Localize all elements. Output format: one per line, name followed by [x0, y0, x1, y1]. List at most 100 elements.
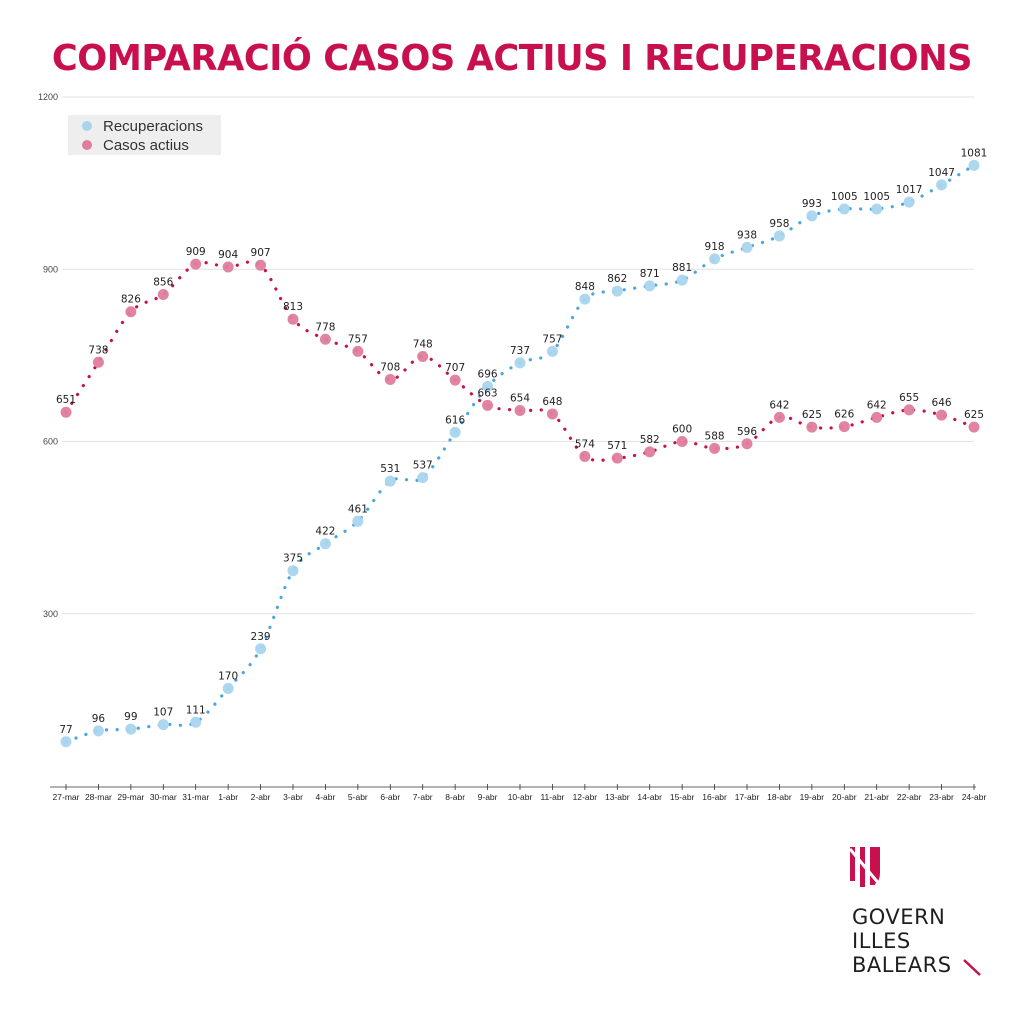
x-axis: 27-mar 28-mar 29-mar 30-mar 31-mar 1-abr 2-abr… [50, 784, 986, 802]
legend-marker-casos-actius [82, 140, 92, 150]
data-label-casos-actius: 588 [705, 430, 725, 442]
data-point-recuperacions [352, 515, 364, 527]
data-label-casos-actius: 748 [413, 339, 433, 351]
data-point-casos-actius [60, 406, 72, 418]
data-point-casos-actius [352, 345, 364, 357]
data-label-casos-actius: 856 [153, 277, 173, 289]
data-point-casos-actius [676, 436, 688, 447]
data-label-casos-actius: 625 [964, 409, 984, 421]
data-point-casos-actius [482, 399, 494, 411]
data-label-recuperacions: 696 [478, 368, 498, 380]
series-casos-actius [60, 258, 980, 464]
data-label-recuperacions: 537 [413, 460, 433, 472]
data-point-casos-actius [287, 313, 299, 325]
x-tick-label: 5-abr [348, 792, 368, 802]
data-point-recuperacions [968, 159, 980, 171]
data-label-recuperacions: 531 [380, 463, 400, 475]
data-label-recuperacions: 958 [769, 218, 789, 230]
data-point-casos-actius [806, 421, 818, 433]
data-label-recuperacions: 99 [124, 711, 137, 723]
x-tick-label: 2-abr [251, 792, 271, 802]
y-axis: 300 600 900 1200 [38, 92, 58, 619]
data-label-recuperacions: 918 [705, 241, 725, 253]
x-tick-label: 16-abr [702, 792, 727, 802]
data-label-casos-actius: 757 [348, 333, 368, 345]
data-point-recuperacions [60, 736, 72, 748]
x-tick-label: 14-abr [637, 792, 662, 802]
data-point-recuperacions [579, 293, 591, 305]
data-point-casos-actius [384, 373, 396, 385]
x-tick-label: 19-abr [800, 792, 825, 802]
x-tick-label: 23-abr [929, 792, 954, 802]
y-tick-label: 600 [43, 437, 58, 447]
data-label-recuperacions: 1017 [896, 184, 923, 196]
chart-title: COMPARACIÓ CASOS ACTIUS I RECUPERACIONS [51, 38, 973, 79]
data-label-casos-actius: 600 [672, 424, 692, 436]
x-tick-label: 27-mar [53, 792, 80, 802]
data-point-recuperacions [741, 241, 753, 253]
x-tick-label: 12-abr [573, 792, 598, 802]
data-point-casos-actius [838, 421, 850, 433]
x-tick-label: 20-abr [832, 792, 857, 802]
y-tick-label: 1200 [38, 92, 58, 102]
data-point-casos-actius [125, 306, 137, 318]
x-tick-label: 8-abr [445, 792, 465, 802]
x-tick-label: 30-mar [150, 792, 177, 802]
data-label-recuperacions: 616 [445, 414, 465, 426]
x-tick-label: 21-abr [864, 792, 889, 802]
data-point-recuperacions [611, 285, 623, 297]
data-point-casos-actius [936, 409, 948, 421]
data-label-recuperacions: 170 [218, 670, 238, 682]
data-label-casos-actius: 625 [802, 409, 822, 421]
data-label-casos-actius: 654 [510, 392, 530, 404]
x-tick-label: 18-abr [767, 792, 792, 802]
logo-line-illes: ILLES [852, 929, 911, 953]
data-label-casos-actius: 571 [607, 440, 627, 452]
data-point-recuperacions [871, 203, 883, 215]
legend-marker-recuperacions [82, 121, 92, 131]
data-point-recuperacions [449, 426, 461, 438]
data-label-recuperacions: 107 [153, 707, 173, 719]
x-tick-label: 10-abr [508, 792, 533, 802]
data-label-recuperacions: 1047 [928, 167, 955, 179]
data-label-casos-actius: 813 [283, 301, 303, 313]
data-point-recuperacions [319, 538, 331, 550]
data-point-casos-actius [190, 258, 202, 270]
data-label-casos-actius: 904 [218, 249, 238, 261]
data-point-casos-actius [741, 438, 753, 450]
data-label-recuperacions: 422 [315, 526, 335, 538]
data-label-recuperacions: 1005 [831, 191, 858, 203]
data-label-casos-actius: 778 [315, 321, 335, 333]
data-point-recuperacions [546, 345, 558, 357]
x-tick-label: 4-abr [316, 792, 336, 802]
data-point-casos-actius [644, 446, 656, 458]
data-label-casos-actius: 738 [88, 344, 108, 356]
data-label-casos-actius: 707 [445, 362, 465, 374]
data-label-casos-actius: 651 [56, 394, 76, 406]
x-tick-label: 6-abr [380, 792, 400, 802]
data-point-casos-actius [871, 411, 883, 423]
data-point-casos-actius [157, 289, 169, 301]
data-point-recuperacions [92, 725, 104, 737]
data-point-casos-actius [449, 374, 461, 386]
data-point-recuperacions [125, 723, 137, 735]
data-label-casos-actius: 708 [380, 361, 400, 373]
data-point-recuperacions [903, 196, 915, 208]
x-tick-label: 22-abr [897, 792, 922, 802]
data-point-recuperacions [482, 380, 494, 392]
data-point-casos-actius [611, 452, 623, 464]
data-point-casos-actius [773, 411, 785, 423]
data-label-recuperacions: 375 [283, 553, 303, 565]
data-label-recuperacions: 862 [607, 273, 627, 285]
data-point-recuperacions [157, 719, 169, 731]
x-tick-label: 7-abr [413, 792, 433, 802]
grid-lines [62, 96, 974, 615]
line-chart: 300 600 900 1200 27-mar 28-mar 29-mar 30-mar 31… [38, 92, 987, 802]
data-label-recuperacions: 993 [802, 198, 822, 210]
series-group [60, 159, 980, 748]
data-label-casos-actius: 826 [121, 294, 141, 306]
legend-label-casos-actius: Casos actius [103, 137, 189, 154]
x-tick-label: 3-abr [283, 792, 303, 802]
data-label-casos-actius: 642 [867, 399, 887, 411]
data-point-casos-actius [222, 261, 234, 273]
